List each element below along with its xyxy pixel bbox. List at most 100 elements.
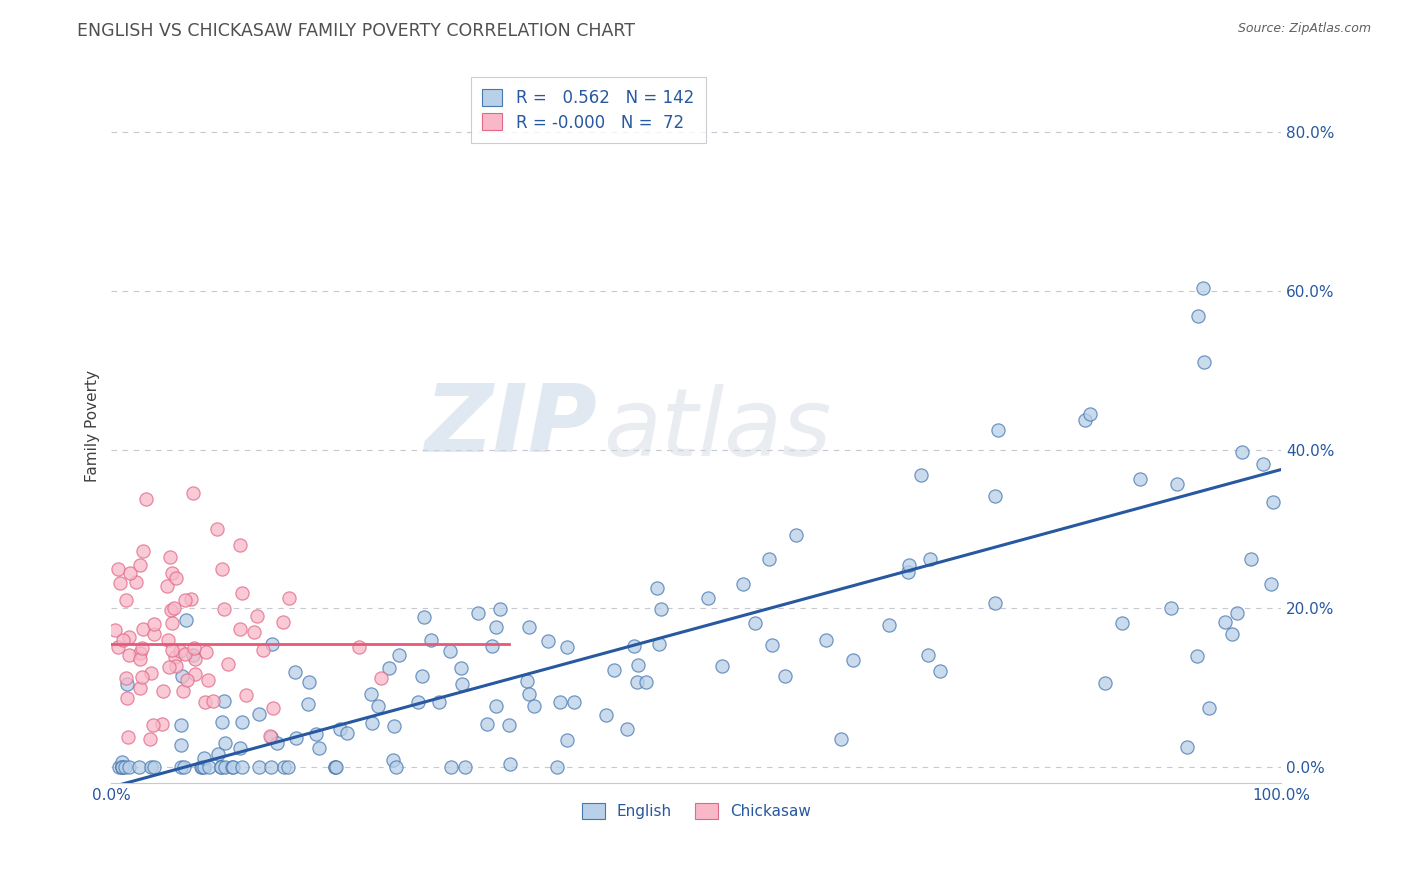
Point xyxy=(323,760,346,774)
Point xyxy=(440,760,463,774)
Point xyxy=(451,677,474,691)
Point xyxy=(169,644,191,658)
Point xyxy=(143,616,166,631)
Point xyxy=(174,593,197,607)
Point xyxy=(603,663,626,677)
Point xyxy=(877,618,900,632)
Point xyxy=(498,718,520,732)
Point xyxy=(1078,408,1101,422)
Point xyxy=(271,615,294,630)
Point xyxy=(170,738,193,752)
Point xyxy=(170,669,193,683)
Point xyxy=(152,717,174,731)
Point xyxy=(129,558,152,573)
Point xyxy=(481,639,503,653)
Point xyxy=(785,528,807,542)
Point xyxy=(128,760,150,774)
Point xyxy=(211,715,233,730)
Point xyxy=(262,700,284,714)
Point xyxy=(143,760,166,774)
Point xyxy=(169,760,191,774)
Point xyxy=(308,741,330,756)
Point xyxy=(141,760,163,774)
Point xyxy=(176,673,198,688)
Point xyxy=(744,615,766,630)
Point xyxy=(165,649,187,664)
Point xyxy=(697,591,720,606)
Point xyxy=(111,760,134,774)
Point xyxy=(277,760,299,774)
Point xyxy=(128,646,150,660)
Point xyxy=(104,623,127,637)
Point xyxy=(231,586,253,600)
Point xyxy=(170,718,193,732)
Point xyxy=(984,596,1007,610)
Point xyxy=(325,760,347,774)
Point xyxy=(475,717,498,731)
Point xyxy=(157,632,180,647)
Point xyxy=(193,751,215,765)
Point xyxy=(555,640,578,654)
Point xyxy=(129,652,152,666)
Point xyxy=(247,707,270,722)
Point xyxy=(173,647,195,661)
Point xyxy=(197,673,219,687)
Point xyxy=(1187,309,1209,323)
Point xyxy=(214,736,236,750)
Point xyxy=(548,695,571,709)
Point xyxy=(439,644,461,658)
Point xyxy=(111,760,134,774)
Point xyxy=(110,575,132,590)
Point xyxy=(252,643,274,657)
Point xyxy=(181,486,204,500)
Legend: English, Chickasaw: English, Chickasaw xyxy=(575,797,817,825)
Point xyxy=(367,698,389,713)
Point xyxy=(1251,457,1274,471)
Point xyxy=(1094,675,1116,690)
Point xyxy=(139,666,162,681)
Point xyxy=(467,606,489,620)
Point xyxy=(114,671,136,685)
Point xyxy=(349,640,371,654)
Point xyxy=(117,731,139,745)
Point xyxy=(211,562,233,576)
Point xyxy=(1129,472,1152,486)
Point xyxy=(117,691,139,706)
Point xyxy=(260,730,283,744)
Point xyxy=(165,571,187,585)
Point xyxy=(198,760,221,774)
Point xyxy=(984,489,1007,503)
Point xyxy=(489,601,512,615)
Text: ZIP: ZIP xyxy=(425,380,598,472)
Point xyxy=(758,552,780,566)
Point xyxy=(384,760,406,774)
Point xyxy=(761,638,783,652)
Point xyxy=(929,664,952,678)
Point xyxy=(212,693,235,707)
Point xyxy=(650,601,672,615)
Point xyxy=(235,689,257,703)
Point xyxy=(499,756,522,771)
Point xyxy=(830,732,852,747)
Point xyxy=(485,698,508,713)
Point xyxy=(1175,740,1198,755)
Point xyxy=(194,644,217,658)
Point xyxy=(190,760,212,774)
Point xyxy=(228,622,250,636)
Point xyxy=(117,760,139,774)
Point xyxy=(634,674,657,689)
Point xyxy=(115,677,138,691)
Point xyxy=(382,719,405,733)
Point xyxy=(627,658,650,673)
Point xyxy=(135,492,157,507)
Point xyxy=(485,620,508,634)
Point xyxy=(377,661,399,675)
Point xyxy=(273,760,295,774)
Point xyxy=(406,695,429,709)
Point xyxy=(910,467,932,482)
Point xyxy=(523,699,546,714)
Point xyxy=(260,760,283,774)
Text: atlas: atlas xyxy=(603,384,831,475)
Text: ENGLISH VS CHICKASAW FAMILY POVERTY CORRELATION CHART: ENGLISH VS CHICKASAW FAMILY POVERTY CORR… xyxy=(77,22,636,40)
Point xyxy=(360,716,382,731)
